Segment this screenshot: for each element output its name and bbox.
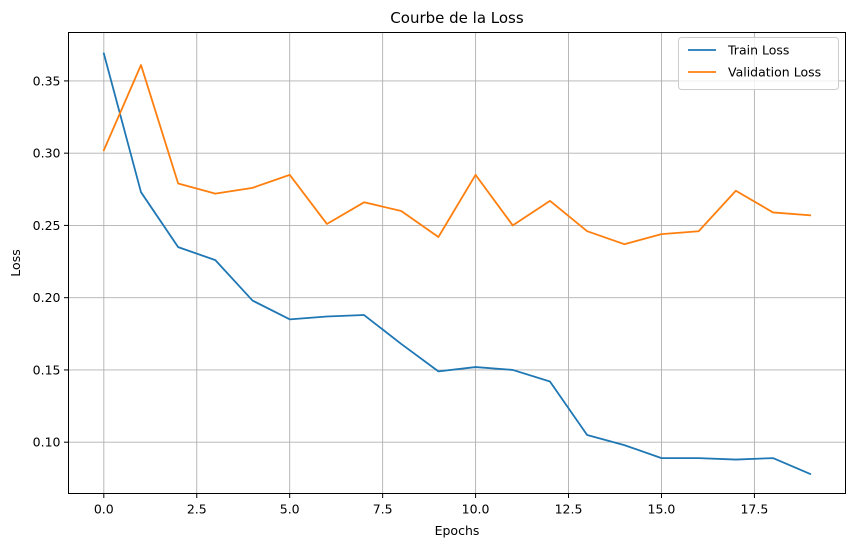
y-tick-label: 0.25 [33, 218, 61, 233]
y-tick-label: 0.15 [33, 362, 61, 377]
y-tick-label: 0.20 [33, 290, 61, 305]
x-tick-label: 10.0 [462, 502, 490, 517]
x-axis-label: Epochs [435, 523, 480, 538]
y-tick-label: 0.10 [33, 435, 61, 450]
legend: Train Loss Validation Loss [678, 37, 839, 90]
legend-box [678, 37, 839, 90]
axis-ticks: 0.0 2.5 5.0 7.5 10.0 12.5 15.0 17.5 0.10 0.15 0.20… [33, 73, 769, 516]
x-tick-label: 2.5 [187, 502, 207, 517]
x-tick-label: 17.5 [740, 502, 768, 517]
x-tick-label: 0.0 [94, 502, 114, 517]
y-axis-label: Loss [8, 249, 23, 276]
series-lines [102, 52, 812, 476]
x-tick-label: 12.5 [555, 502, 583, 517]
series-line-validation-loss [102, 64, 812, 246]
chart-title: Courbe de la Loss [390, 9, 524, 27]
x-tick-label: 7.5 [373, 502, 393, 517]
grid [68, 32, 846, 494]
legend-label-validation-loss: Validation Loss [728, 65, 821, 80]
plot-frame [68, 32, 846, 494]
y-tick-label: 0.35 [33, 73, 61, 88]
x-tick-label: 15.0 [648, 502, 676, 517]
legend-label-train-loss: Train Loss [727, 43, 789, 58]
x-tick-label: 5.0 [280, 502, 300, 517]
y-tick-label: 0.30 [33, 146, 61, 161]
series-line-train-loss [102, 52, 812, 476]
